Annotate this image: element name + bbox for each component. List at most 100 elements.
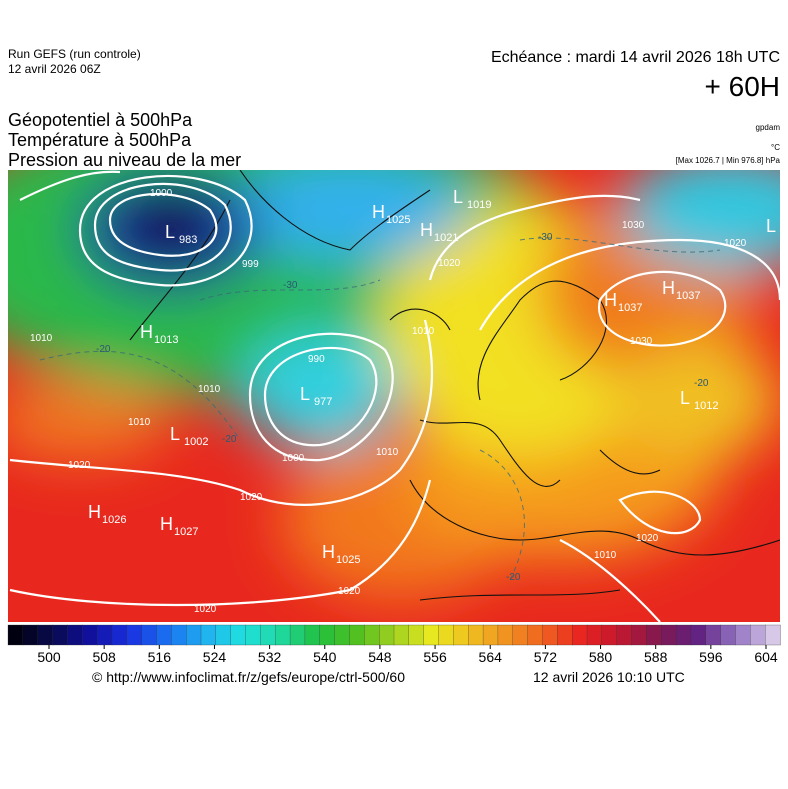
colorbar-swatch [379,624,395,646]
generated-time: 12 avril 2026 10:10 UTC [533,669,685,685]
isobar-label: 1010 [198,384,221,395]
colorbar-swatch [141,624,158,646]
colorbar-swatch [720,624,737,646]
colorbar-tick-label: 564 [479,649,503,665]
colorbar-tick-label: 580 [589,649,613,665]
colorbar-swatch [438,624,455,646]
colorbar-tick-label: 548 [368,649,392,665]
colorbar-swatch [334,624,351,646]
colorbar-swatch [289,624,306,646]
pressure-center-letter: H [160,514,173,534]
colorbar-swatch [765,624,781,646]
colorbar-swatch [453,624,469,646]
pressure-center-value: 1037 [676,290,700,302]
isobar-label: 1010 [30,333,53,344]
colorbar-swatch [705,624,722,646]
pressure-center-letter: L [170,424,180,444]
colorbar-swatch [349,624,365,646]
temperature-label: -20 [96,344,111,355]
colorbar-tick-label: 516 [148,649,172,665]
colorbar-tick-label: 556 [423,649,447,665]
temperature-label: -30 [283,280,298,291]
colorbar-swatch [527,624,544,646]
isobar-label: 1000 [282,453,305,464]
isobar-label: 1010 [128,417,151,428]
pressure-center-value: 1027 [174,526,198,538]
isobar-label: 1020 [338,586,361,597]
pressure-center-letter: L [680,388,690,408]
colorbar-swatch [364,624,380,646]
colorbar-swatch [586,624,603,646]
isobar-label: 1030 [622,220,645,231]
unit-label: [Max 1026.7 | Min 976.8] hPa [676,156,781,165]
field-label: Température à 500hPa [8,130,192,150]
colorbar-tick-label: 596 [699,649,723,665]
colorbar-swatch [661,624,677,646]
isobar-label: 1030 [630,336,653,347]
colorbar-tick-label: 604 [754,649,778,665]
isobar-label: 1020 [636,533,659,544]
colorbar-swatch [408,624,425,646]
pressure-center-value: 977 [314,396,332,408]
colorbar-swatch [646,624,662,646]
colorbar-swatch [735,624,751,646]
pressure-center-value: 1002 [184,436,208,448]
colorbar-tick-label: 572 [534,649,558,665]
colorbar-swatch [601,624,618,646]
isobar-label: 990 [308,354,325,365]
colorbar-swatch [260,624,276,646]
unit-label: °C [771,143,780,152]
pressure-center-value: 1021 [434,232,458,244]
pressure-center-value: 1025 [386,214,410,226]
pressure-center-letter: L [300,384,310,404]
isobar-label: 999 [242,259,259,270]
isobar-label: 1010 [376,447,399,458]
isobar-label: 1020 [724,238,747,249]
temperature-label: -20 [506,572,521,583]
colorbar-swatch [82,624,98,646]
colorbar-swatch [319,624,336,646]
isobar-label: 1020 [68,460,91,471]
colorbar-swatch [230,624,247,646]
colorbar-swatch [304,624,321,646]
temperature-label: -20 [694,378,709,389]
temperature-label: -20 [222,434,237,445]
colorbar-tick-label: 532 [258,649,282,665]
pressure-center-letter: H [140,322,153,342]
pressure-center-value: 983 [179,234,197,246]
colorbar-swatch [111,624,128,646]
pressure-center-letter: L [165,222,175,242]
colorbar-swatch [67,624,83,646]
colorbar-swatch [468,624,484,646]
pressure-center-letter: H [322,542,335,562]
colorbar-swatch [186,624,202,646]
pressure-center-letter: H [604,290,617,310]
colorbar-swatch [52,624,69,646]
colorbar-tick-label: 588 [644,649,668,665]
pressure-center-letter: L [766,216,776,236]
lead-time: + 60H [705,71,781,102]
isobar-label: 1020 [240,492,263,503]
colorbar-swatch [245,624,262,646]
pressure-center-value: 1012 [694,400,718,412]
isobar-label: 1010 [412,326,435,337]
pressure-center-letter: H [420,220,433,240]
colorbar-swatch [22,624,39,646]
colorbar-swatch [96,624,113,646]
colorbar-tick-label: 508 [92,649,116,665]
source-url: © http://www.infoclimat.fr/z/gefs/europe… [92,669,405,685]
field-label: Pression au niveau de la mer [8,150,241,170]
colorbar-tick-label: 500 [37,649,61,665]
colorbar-swatch [7,624,24,646]
run-label: Run GEFS (run controle) [8,47,141,61]
colorbar-swatch [675,624,692,646]
colorbar-swatch [423,624,440,646]
isobar-label: 1020 [438,258,461,269]
pressure-center-letter: H [372,202,385,222]
temperature-label: -30 [538,232,553,243]
pressure-center-letter: H [662,278,675,298]
colorbar-swatch [126,624,143,646]
